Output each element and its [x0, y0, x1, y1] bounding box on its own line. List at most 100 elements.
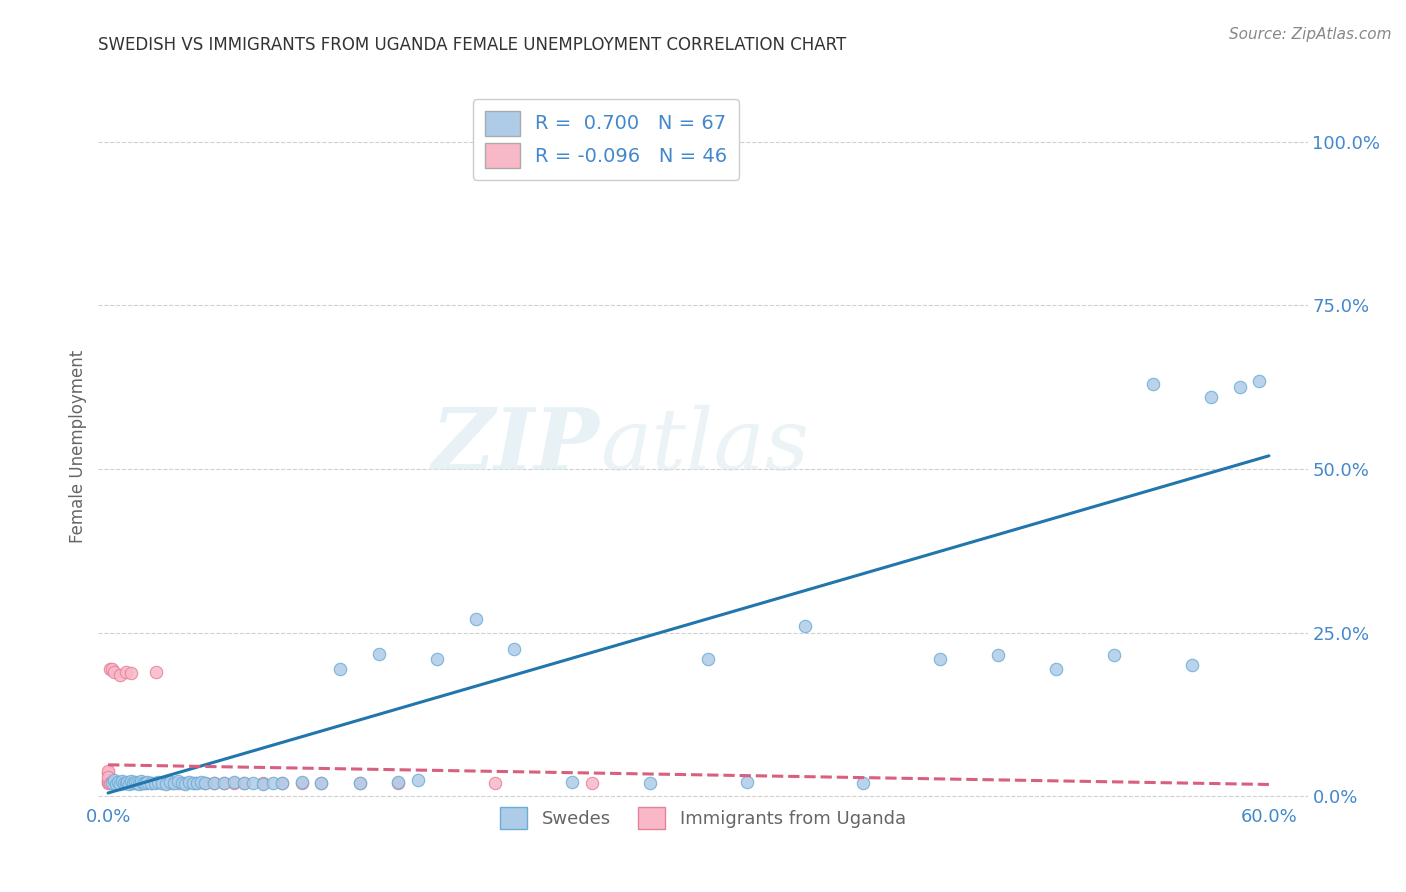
- Point: [124, 776, 146, 790]
- Point: [104, 777, 127, 791]
- Point: [117, 775, 139, 789]
- Point: [929, 652, 952, 666]
- Text: atlas: atlas: [600, 405, 810, 487]
- Point: [139, 776, 162, 790]
- Point: [128, 777, 150, 791]
- Point: [148, 775, 170, 789]
- Point: [179, 775, 201, 789]
- Point: [170, 775, 193, 789]
- Point: [222, 775, 245, 789]
- Point: [987, 648, 1010, 663]
- Point: [186, 775, 208, 789]
- Text: Source: ZipAtlas.com: Source: ZipAtlas.com: [1229, 27, 1392, 42]
- Point: [212, 775, 235, 789]
- Point: [132, 776, 155, 790]
- Point: [194, 776, 217, 790]
- Point: [232, 776, 254, 790]
- Point: [108, 668, 131, 682]
- Point: [103, 776, 125, 790]
- Point: [290, 775, 312, 789]
- Point: [204, 775, 226, 789]
- Point: [150, 775, 173, 789]
- Point: [135, 775, 157, 789]
- Point: [252, 775, 274, 789]
- Point: [212, 776, 235, 790]
- Point: [1199, 390, 1222, 404]
- Point: [349, 776, 371, 790]
- Point: [97, 775, 120, 789]
- Point: [155, 777, 177, 791]
- Point: [426, 652, 449, 666]
- Point: [97, 766, 120, 780]
- Point: [174, 775, 197, 789]
- Point: [163, 776, 186, 790]
- Point: [134, 776, 156, 790]
- Point: [503, 642, 526, 657]
- Legend: Swedes, Immigrants from Uganda: Swedes, Immigrants from Uganda: [494, 800, 912, 837]
- Point: [232, 775, 254, 789]
- Point: [97, 776, 120, 790]
- Point: [160, 775, 183, 789]
- Point: [1045, 662, 1067, 676]
- Point: [132, 775, 155, 789]
- Point: [98, 776, 121, 790]
- Point: [194, 775, 217, 789]
- Point: [349, 776, 371, 790]
- Point: [101, 776, 124, 790]
- Point: [638, 775, 661, 789]
- Point: [103, 772, 125, 787]
- Point: [114, 665, 136, 679]
- Point: [127, 776, 149, 790]
- Point: [122, 775, 145, 789]
- Point: [107, 775, 129, 789]
- Point: [735, 775, 758, 789]
- Point: [1142, 376, 1164, 391]
- Point: [242, 775, 264, 789]
- Point: [118, 776, 141, 790]
- Point: [159, 775, 181, 789]
- Point: [181, 776, 204, 790]
- Point: [581, 775, 603, 789]
- Point: [484, 776, 506, 790]
- Point: [118, 777, 141, 791]
- Point: [97, 764, 120, 779]
- Point: [262, 775, 284, 789]
- Text: ZIP: ZIP: [433, 404, 600, 488]
- Text: SWEDISH VS IMMIGRANTS FROM UGANDA FEMALE UNEMPLOYMENT CORRELATION CHART: SWEDISH VS IMMIGRANTS FROM UGANDA FEMALE…: [98, 36, 846, 54]
- Point: [145, 665, 167, 679]
- Point: [1229, 380, 1251, 394]
- Point: [387, 775, 409, 789]
- Point: [696, 652, 718, 666]
- Point: [368, 647, 391, 661]
- Point: [120, 666, 142, 681]
- Point: [98, 662, 121, 676]
- Point: [464, 612, 486, 626]
- Point: [111, 774, 134, 789]
- Point: [143, 776, 166, 790]
- Point: [852, 775, 875, 789]
- Point: [252, 777, 274, 791]
- Point: [174, 777, 197, 791]
- Point: [101, 662, 124, 676]
- Point: [107, 776, 129, 790]
- Point: [1249, 374, 1271, 388]
- Point: [129, 774, 152, 789]
- Point: [97, 770, 120, 784]
- Point: [155, 776, 177, 790]
- Point: [166, 776, 188, 790]
- Point: [329, 662, 352, 676]
- Point: [114, 776, 136, 790]
- Point: [128, 775, 150, 789]
- Point: [139, 775, 162, 789]
- Y-axis label: Female Unemployment: Female Unemployment: [69, 350, 87, 542]
- Point: [561, 775, 583, 789]
- Point: [290, 775, 312, 789]
- Point: [271, 776, 294, 790]
- Point: [406, 772, 429, 787]
- Point: [124, 775, 146, 789]
- Point: [135, 775, 157, 789]
- Point: [1102, 648, 1125, 663]
- Point: [150, 775, 173, 789]
- Point: [101, 775, 124, 789]
- Point: [166, 774, 188, 789]
